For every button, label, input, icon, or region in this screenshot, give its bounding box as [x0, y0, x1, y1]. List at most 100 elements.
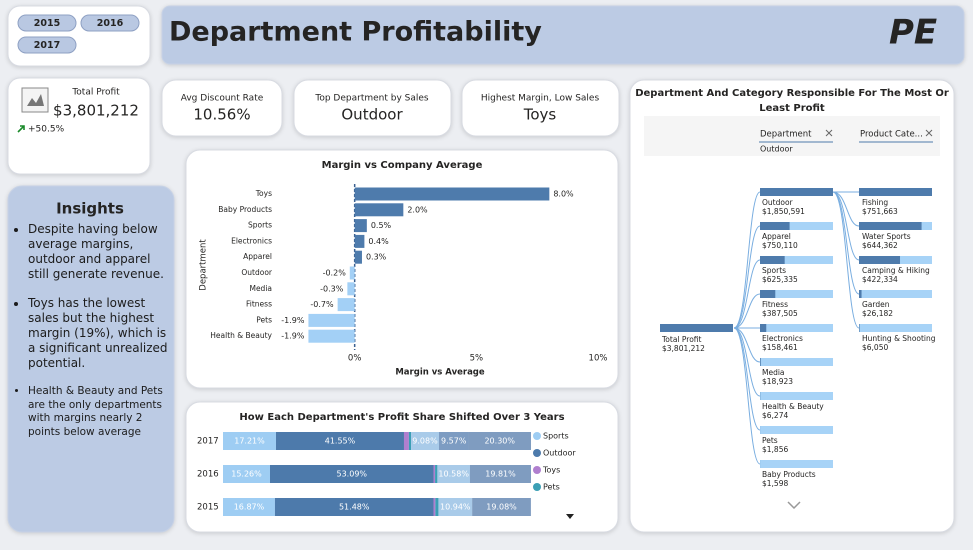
- year-pill[interactable]: [80, 14, 140, 32]
- node-value: $625,335: [762, 275, 798, 284]
- data-label: 10.58%: [438, 470, 469, 479]
- bar: [347, 282, 355, 296]
- close-icon[interactable]: [825, 129, 833, 137]
- legend-swatch: [533, 466, 541, 474]
- data-label: -0.3%: [320, 284, 344, 293]
- data-label: -0.2%: [323, 269, 347, 278]
- card-label: Highest Margin, Low Sales: [481, 94, 600, 104]
- bar-segment: [270, 465, 434, 483]
- x-tick-label: 5%: [470, 354, 484, 364]
- bar-segment: [439, 432, 469, 450]
- kpi-label: Total Profit: [71, 88, 120, 98]
- bar-segment: [411, 432, 440, 450]
- level-header[interactable]: Product Cate...: [860, 130, 923, 140]
- node-value: $1,856: [762, 445, 788, 454]
- data-label: 0.5%: [371, 221, 392, 230]
- bar-segment: [408, 432, 412, 450]
- kpi-value: $3,801,212: [53, 102, 139, 120]
- node-track: [760, 358, 833, 366]
- year-label[interactable]: 2015: [34, 18, 60, 29]
- category-label: 2017: [197, 437, 219, 447]
- level-header[interactable]: Department: [760, 130, 812, 140]
- node-value: $750,110: [762, 241, 798, 250]
- bar-segment: [437, 465, 470, 483]
- node-value: $6,274: [762, 411, 788, 420]
- year-pill[interactable]: [17, 36, 77, 54]
- node-track: [760, 324, 833, 332]
- connector: [733, 327, 761, 465]
- kpi-icon: [21, 87, 49, 113]
- node-name: Fishing: [862, 198, 888, 207]
- expand-chevron[interactable]: [787, 501, 801, 510]
- category-label: Pets: [256, 315, 272, 324]
- legend-label: Toys: [542, 466, 560, 475]
- node-name: Pets: [762, 436, 778, 445]
- data-label: 10.94%: [440, 503, 471, 512]
- legend-label: Pets: [543, 483, 560, 492]
- bar-segment: [435, 465, 438, 483]
- data-label: 0.4%: [368, 237, 389, 246]
- bar-segment: [435, 498, 439, 516]
- connector: [733, 191, 761, 329]
- y-axis-label: Department: [199, 239, 209, 291]
- node-name: Health & Beauty: [762, 402, 824, 411]
- node-track: [760, 222, 833, 230]
- node-name: Fitness: [762, 300, 788, 309]
- legend-label: Outdoor: [543, 449, 576, 458]
- bar: [354, 203, 404, 217]
- kpi-card: [461, 79, 620, 137]
- legend-swatch: [533, 432, 541, 440]
- node-bar: [859, 222, 922, 230]
- card-label: Avg Discount Rate: [181, 94, 264, 104]
- close-icon[interactable]: [925, 129, 933, 137]
- header-bar: [161, 5, 965, 65]
- category-label: Health & Beauty: [210, 331, 272, 340]
- insight: Toys has the lowest sales but the highes…: [28, 296, 168, 371]
- data-label: 9.57%: [441, 437, 467, 446]
- node-bar: [660, 324, 733, 332]
- category-label: Sports: [248, 221, 272, 230]
- node-track: [760, 392, 833, 400]
- node-bar: [859, 256, 901, 264]
- x-tick-label: 0%: [348, 354, 362, 364]
- year-button[interactable]: 2017: [17, 36, 77, 54]
- node-bar: [760, 188, 833, 196]
- year-label[interactable]: 2017: [34, 40, 60, 51]
- year-label[interactable]: 2016: [97, 18, 124, 29]
- data-label: -0.7%: [310, 300, 334, 309]
- node-track: [859, 290, 932, 298]
- node-bar: [760, 290, 776, 298]
- node-name: Electronics: [762, 334, 803, 343]
- legend-swatch: [533, 449, 541, 457]
- node-value: $18,923: [762, 377, 793, 386]
- bar-segment: [433, 498, 436, 516]
- category-label: 2015: [197, 503, 219, 513]
- year-button[interactable]: 2016: [80, 14, 140, 32]
- node-name: Media: [762, 368, 785, 377]
- year-button[interactable]: 2015: [17, 14, 77, 32]
- node-bar: [859, 188, 932, 196]
- bar-segment: [403, 432, 409, 450]
- connector: [733, 225, 761, 329]
- category-label: Baby Products: [218, 205, 272, 214]
- x-axis-label: Margin vs Average: [395, 368, 485, 378]
- level-selection: Outdoor: [760, 145, 793, 154]
- node-value: $422,334: [862, 275, 898, 284]
- node-value: $751,663: [862, 207, 898, 216]
- legend-scroll[interactable]: [566, 514, 574, 519]
- node-bar: [859, 324, 860, 332]
- trend-arrow: [17, 125, 25, 133]
- card-label: Top Department by Sales: [314, 94, 429, 104]
- chart-card: [185, 149, 619, 389]
- data-label: 15.26%: [231, 470, 262, 479]
- year-pill[interactable]: [17, 14, 77, 32]
- kpi-card: [293, 79, 452, 137]
- data-label: 0.3%: [366, 253, 387, 262]
- node-value: $3,801,212: [662, 344, 705, 353]
- node-bar: [859, 290, 862, 298]
- insights-panel: [7, 185, 175, 533]
- data-label: 19.81%: [485, 470, 516, 479]
- category-label: Electronics: [231, 236, 272, 245]
- tree-header-bg: [644, 116, 940, 156]
